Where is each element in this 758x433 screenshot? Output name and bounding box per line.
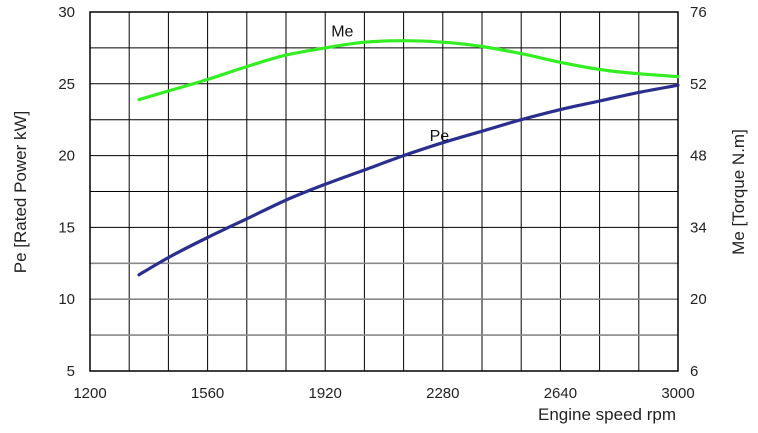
right-y-tick-label: 76 xyxy=(690,4,707,21)
x-tick-label: 2280 xyxy=(426,385,459,402)
right-y-tick-label: 34 xyxy=(690,219,707,236)
series-line-me xyxy=(137,39,680,102)
grid xyxy=(90,12,678,371)
series-lines: Me Pe xyxy=(137,23,680,277)
right-y-tick-label: 6 xyxy=(690,363,698,380)
tick-labels: 1200 1560 1920 2280 2640 3000 5 10 15 20 25 30 6 20 34… xyxy=(58,4,706,402)
x-tick-label: 1920 xyxy=(309,385,342,402)
x-tick-label: 2640 xyxy=(544,385,577,402)
left-y-tick-label: 20 xyxy=(58,148,75,165)
left-y-tick-label: 25 xyxy=(58,76,75,93)
x-axis-title: Engine speed rpm xyxy=(538,405,676,424)
right-y-tick-label: 20 xyxy=(690,291,707,308)
left-y-tick-label: 5 xyxy=(67,363,75,380)
plot-border xyxy=(89,11,679,372)
x-tick-label: 3000 xyxy=(661,385,694,402)
series-label-me: Me xyxy=(331,23,353,40)
right-y-tick-label: 52 xyxy=(690,76,707,93)
right-y-tick-label: 48 xyxy=(690,148,707,165)
left-y-tick-label: 30 xyxy=(58,4,75,21)
right-axis-title: Me [Torque N.m] xyxy=(729,129,748,255)
series-line-pe xyxy=(137,83,680,277)
x-tick-label: 1560 xyxy=(191,385,224,402)
series-label-pe: Pe xyxy=(430,128,450,145)
left-y-tick-label: 10 xyxy=(58,291,75,308)
x-tick-label: 1200 xyxy=(73,385,106,402)
left-y-tick-label: 15 xyxy=(58,219,75,236)
left-axis-title: Pe [Rated Power kW] xyxy=(11,111,30,274)
